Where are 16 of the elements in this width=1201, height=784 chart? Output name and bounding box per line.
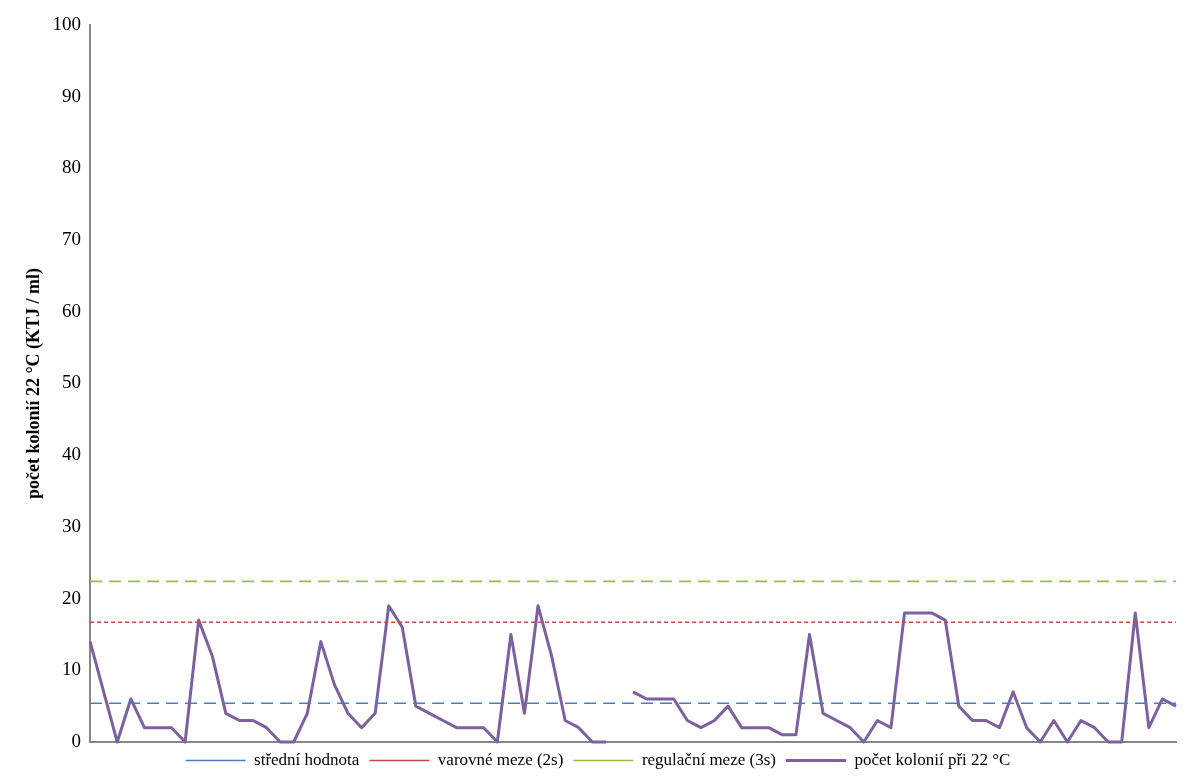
y-tick-label: 40 [62, 443, 82, 465]
legend-label: varovné meze (2s) [437, 749, 564, 769]
y-tick-label: 20 [62, 586, 82, 608]
y-tick-label: 90 [62, 84, 82, 106]
y-tick-label: 60 [62, 299, 82, 321]
y-tick-label: 10 [62, 658, 82, 680]
y-tick-label: 80 [62, 156, 82, 178]
y-tick-label: 70 [62, 228, 82, 250]
legend-label: střední hodnota [254, 749, 360, 769]
y-axis-title: počet kolonií 22 °C (KTJ / ml) [23, 267, 45, 500]
legend-label: počet kolonií při 22 °C [854, 749, 1011, 769]
y-tick-label: 50 [62, 371, 82, 393]
y-tick-label: 100 [52, 12, 82, 34]
legend-label: regulační meze (3s) [641, 749, 776, 769]
y-tick-label: 30 [62, 514, 82, 536]
y-tick-label: 0 [71, 729, 82, 751]
